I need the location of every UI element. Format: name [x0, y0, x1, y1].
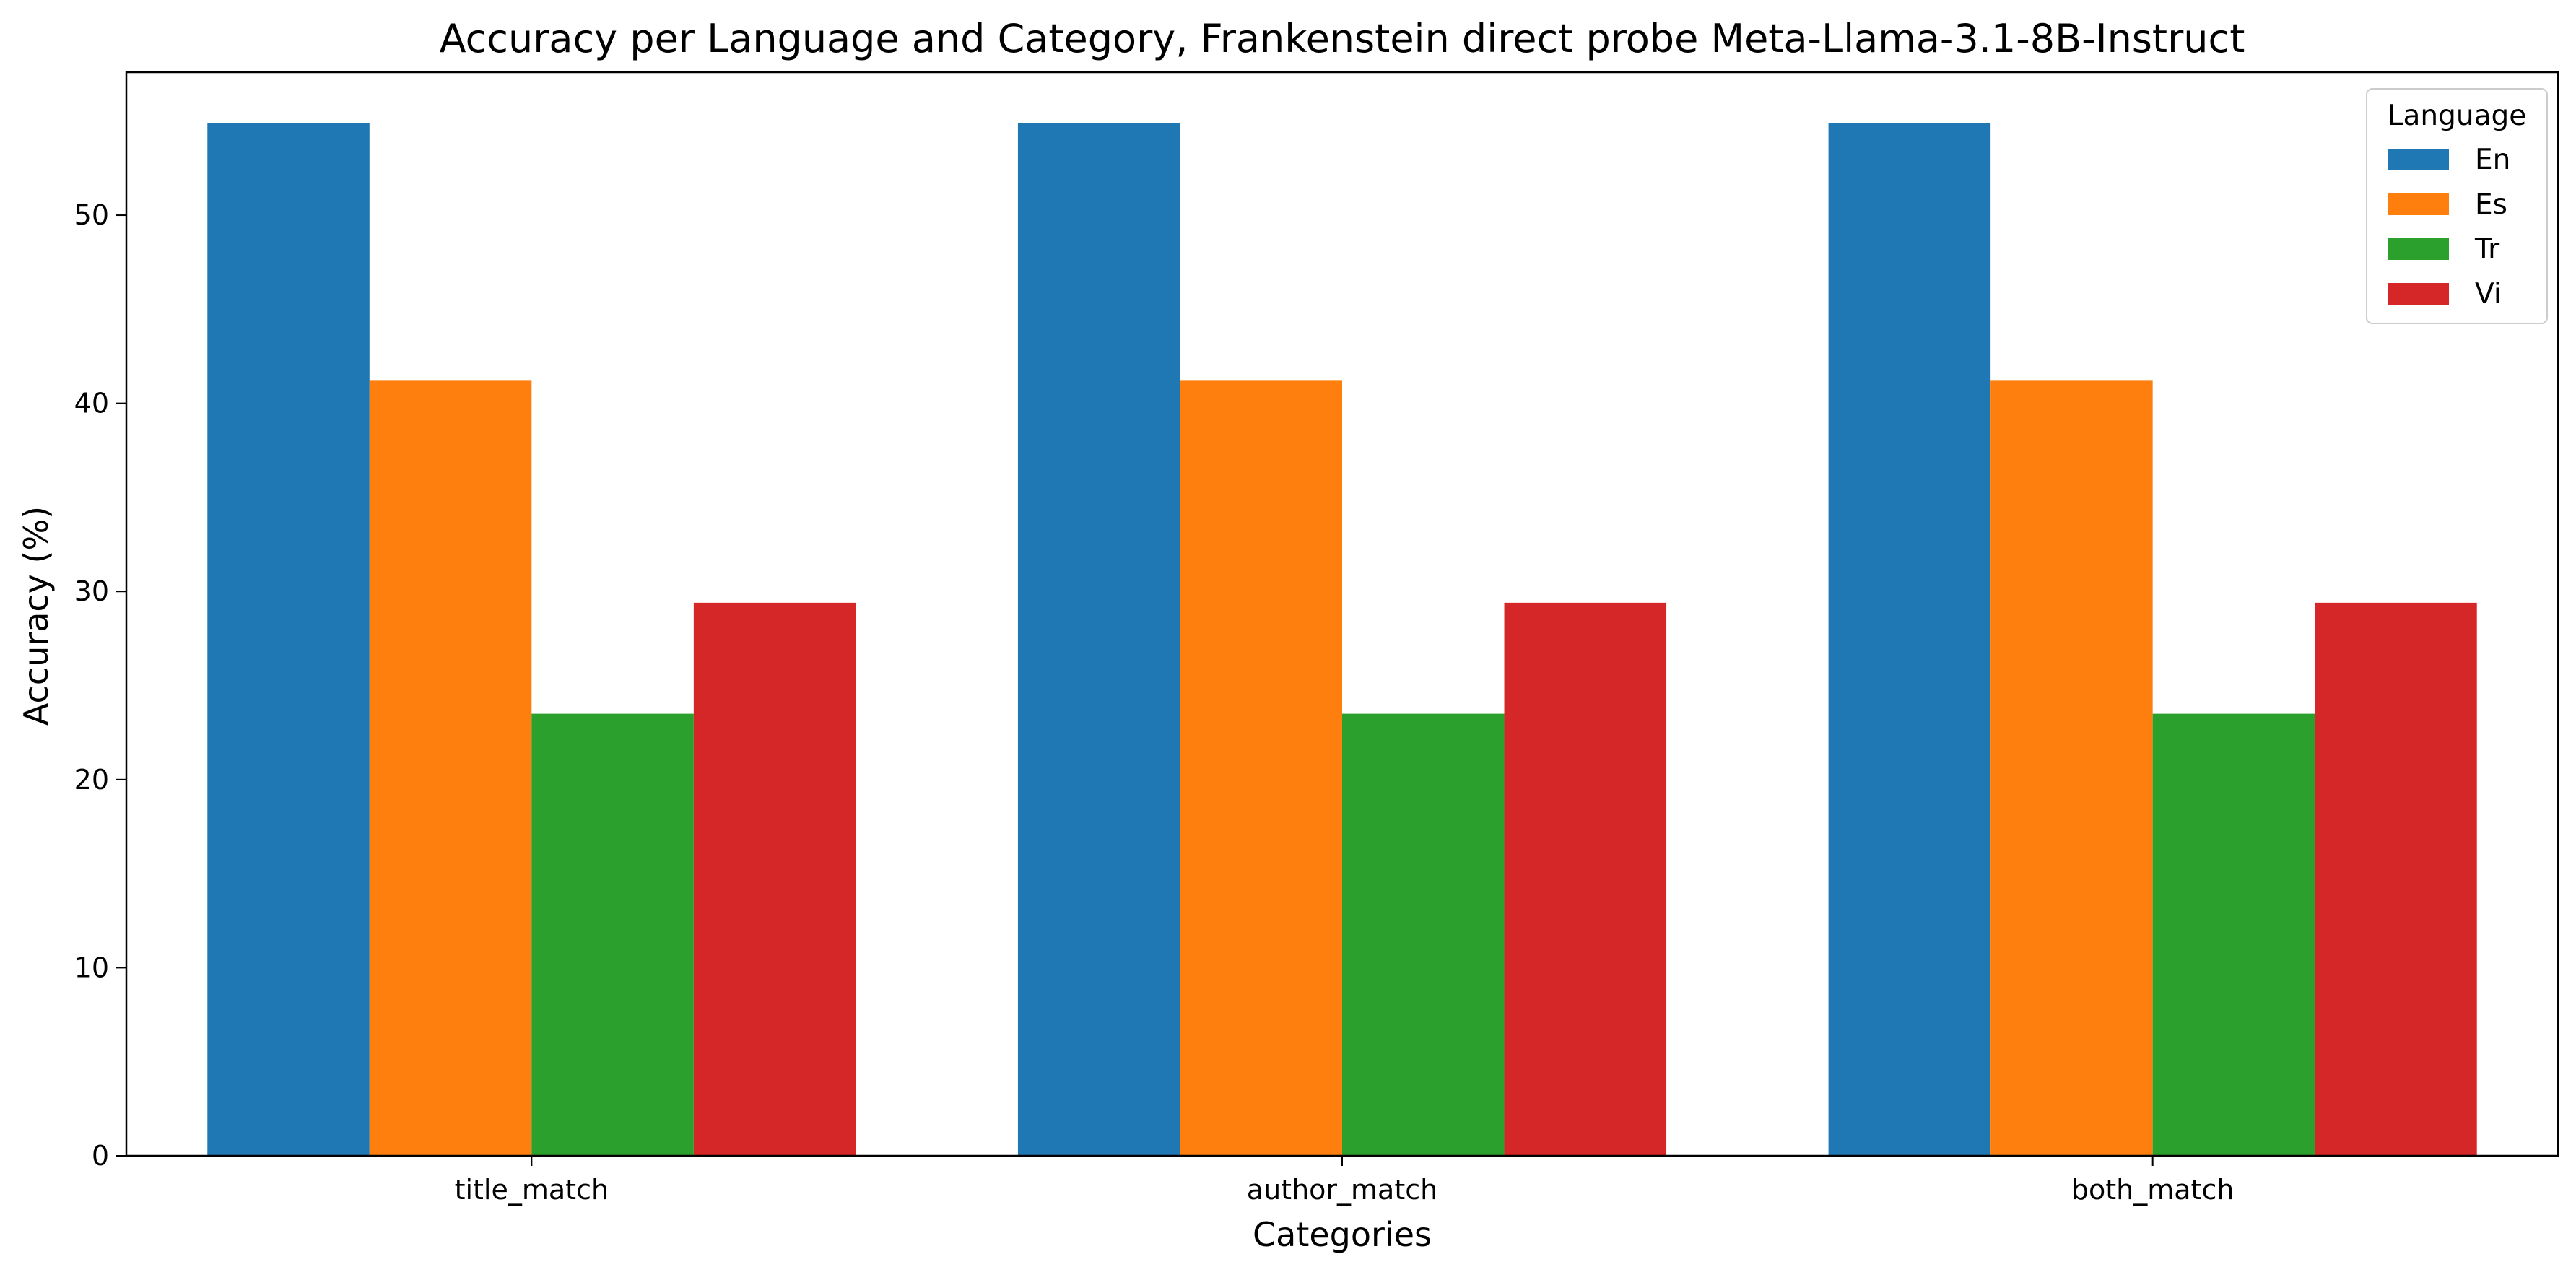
x-tick-label: title_match — [455, 1174, 609, 1206]
plot-area: title_match author_match both_match 0 10 20 30… — [74, 71, 2559, 1206]
legend-swatch-tr — [2388, 238, 2449, 260]
x-axis-label: Categories — [1253, 1215, 1432, 1254]
bar-vi-author-match — [1504, 602, 1667, 1156]
bar-es-both-match — [1990, 380, 2153, 1156]
x-tick-label: author_match — [1247, 1174, 1437, 1206]
y-tick-label: 0 — [92, 1140, 109, 1172]
legend-swatch-vi — [2388, 283, 2449, 305]
chart-title: Accuracy per Language and Category, Fran… — [440, 16, 2245, 61]
legend: Language En Es Tr Vi — [2366, 88, 2548, 324]
legend-swatch-en — [2388, 149, 2449, 170]
y-tick-label: 40 — [74, 388, 109, 419]
legend-box — [2366, 88, 2548, 324]
legend-label-en: En — [2475, 144, 2510, 176]
legend-label-es: Es — [2475, 188, 2507, 221]
bar-es-author-match — [1180, 380, 1342, 1156]
legend-label-tr: Tr — [2474, 233, 2500, 266]
y-tick-label: 20 — [74, 764, 109, 796]
legend-label-vi: Vi — [2475, 278, 2502, 310]
legend-swatch-es — [2388, 193, 2449, 215]
bar-tr-title-match — [531, 713, 694, 1156]
y-tick-label: 10 — [74, 952, 109, 983]
y-tick-label: 30 — [74, 575, 109, 607]
legend-title: Language — [2388, 100, 2526, 132]
bar-es-title-match — [369, 380, 532, 1156]
plot-frame — [125, 71, 2559, 1157]
bar-en-title-match — [207, 123, 370, 1157]
bar-en-both-match — [1828, 123, 1991, 1157]
bar-vi-both-match — [2315, 602, 2477, 1156]
y-tick-label: 50 — [74, 199, 109, 231]
bar-tr-author-match — [1342, 713, 1505, 1156]
bar-en-author-match — [1017, 123, 1180, 1157]
x-tick-label: both_match — [2071, 1174, 2235, 1206]
bar-tr-both-match — [2152, 713, 2315, 1156]
bar-vi-title-match — [693, 602, 856, 1156]
y-axis-label: Accuracy (%) — [17, 506, 56, 726]
